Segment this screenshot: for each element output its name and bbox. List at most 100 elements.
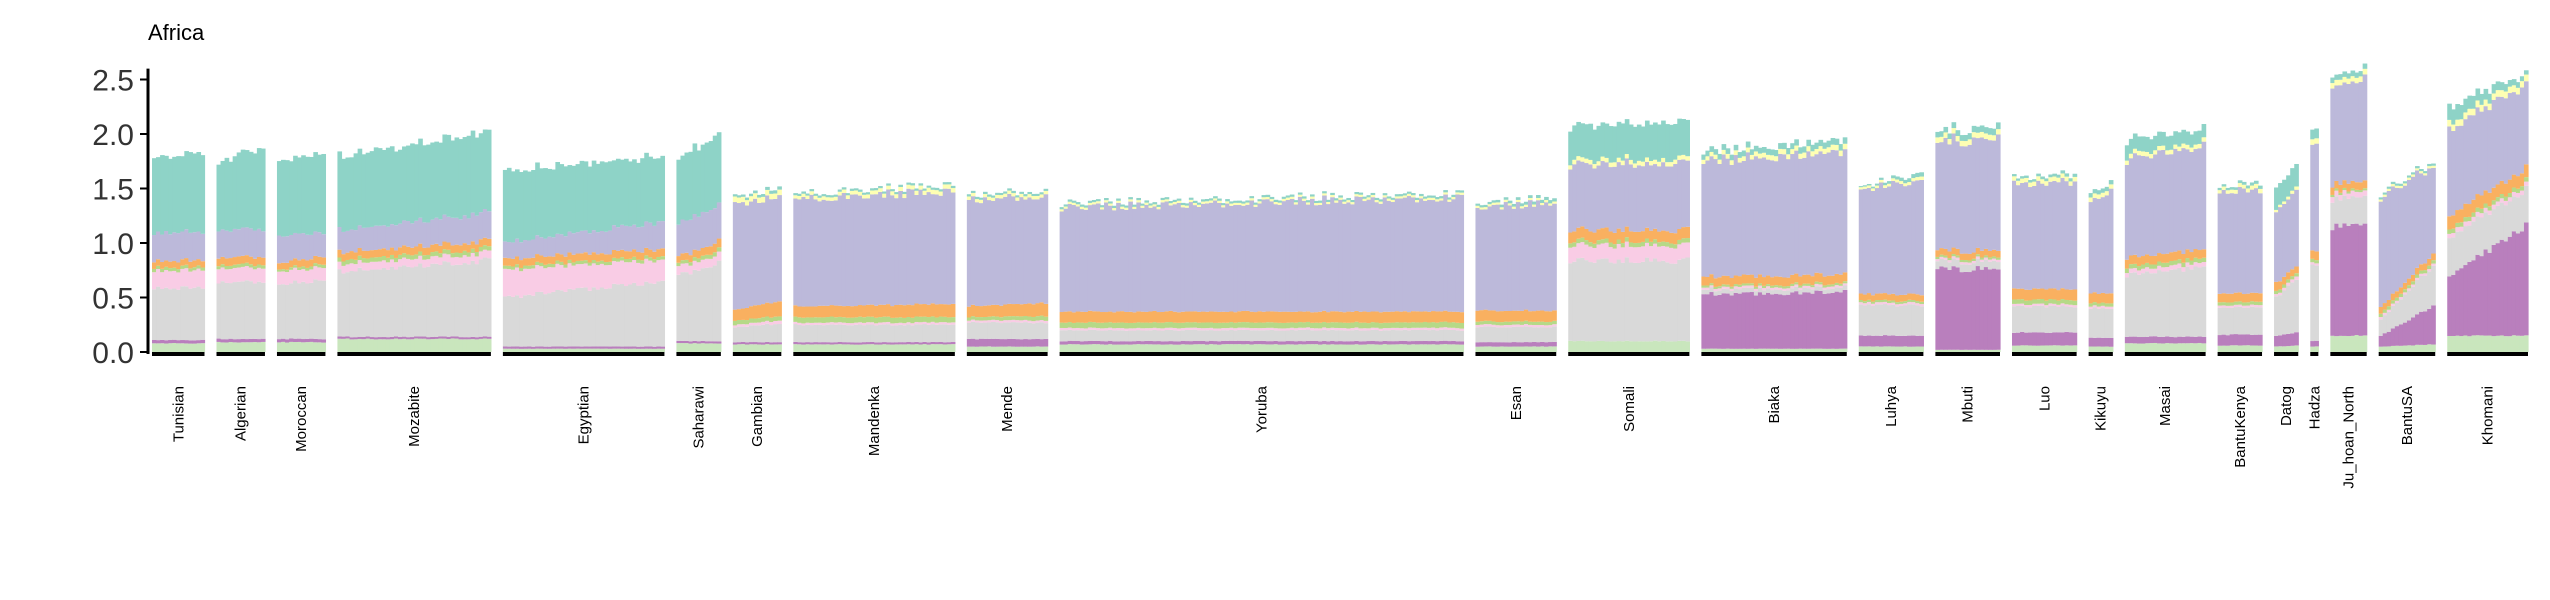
bar-segment <box>809 344 815 352</box>
bar-segment <box>1661 157 1666 163</box>
bar-segment <box>833 305 839 318</box>
bar-segment <box>1701 348 1707 352</box>
group-baselines <box>152 352 2528 356</box>
bar-segment <box>1435 328 1440 331</box>
bar-segment <box>744 307 750 321</box>
bar-segment <box>2406 285 2412 289</box>
bar-segment <box>1196 204 1202 207</box>
bar-segment <box>152 158 157 236</box>
bar-segment <box>398 259 403 267</box>
bar-segment <box>559 254 565 262</box>
bar-segment <box>1233 205 1238 313</box>
bar-segment <box>1140 330 1146 342</box>
bar-segment <box>563 291 569 347</box>
bar-segment <box>248 267 254 282</box>
bar-segment <box>1035 346 1041 352</box>
bar-segment <box>2274 212 2279 282</box>
bar-segment <box>1398 194 1404 197</box>
bar-segment <box>1455 328 1461 331</box>
bar-segment <box>1806 274 1812 284</box>
bar-segment <box>886 183 891 186</box>
bar-segment <box>1644 238 1650 243</box>
bar-segment <box>1729 295 1735 349</box>
bar-segment <box>2390 293 2396 301</box>
bar-segment <box>1495 327 1501 343</box>
bar-segment <box>2024 175 2029 178</box>
bar-segment <box>1172 327 1178 331</box>
bar-segment <box>365 152 371 228</box>
bar-segment <box>1394 322 1400 328</box>
bar-segment <box>1761 288 1767 291</box>
bar-segment <box>555 263 561 291</box>
bar-segment <box>184 340 189 344</box>
x-tick-label: Algerian <box>233 386 250 441</box>
bar-segment <box>918 322 924 325</box>
bar-segment <box>2088 346 2094 352</box>
bar-segment <box>1640 341 1646 352</box>
bar-segment <box>2044 289 2049 301</box>
bar-segment <box>2511 187 2517 192</box>
bar-segment <box>1439 196 1444 199</box>
bar-segment <box>1382 344 1388 352</box>
bar-segment <box>1334 202 1339 312</box>
bar-segment <box>1003 196 1008 305</box>
bar-segment <box>1314 312 1319 323</box>
bar-segment <box>2411 281 2416 285</box>
bar-segment <box>2386 311 2392 332</box>
bar-segment <box>1810 285 1816 288</box>
bar-segment <box>987 194 992 197</box>
bar-segment <box>1907 293 1912 300</box>
bar-segment <box>1588 123 1594 160</box>
bar-segment <box>1818 284 1824 287</box>
bar-segment <box>2487 110 2493 193</box>
bar-segment <box>1043 316 1049 321</box>
bar-segment <box>216 283 222 339</box>
bar-segment <box>1786 288 1791 291</box>
bar-segment <box>2411 284 2416 287</box>
bar-segment <box>696 150 702 217</box>
bar-segment <box>978 338 984 347</box>
bar-segment <box>236 229 242 257</box>
bar-segment <box>1951 258 1957 267</box>
bar-segment <box>1023 315 1029 320</box>
bar-segment <box>1870 188 1876 191</box>
bar-segment <box>184 229 189 259</box>
bar-segment <box>2278 289 2283 293</box>
bar-segment <box>1681 238 1686 243</box>
bar-segment <box>2423 171 2428 174</box>
bar-segment <box>2217 307 2223 336</box>
bar-segment <box>474 256 480 265</box>
bar-segment <box>1124 328 1129 331</box>
bar-segment <box>446 262 452 337</box>
bar-segment <box>1140 207 1146 312</box>
bar-segment <box>2479 93 2485 105</box>
bar-segment <box>2310 258 2315 263</box>
bar-segment <box>2451 237 2456 275</box>
bar-segment <box>1842 272 1848 282</box>
bar-segment <box>317 280 322 340</box>
bar-segment <box>563 267 569 292</box>
bar-segment <box>1596 161 1602 166</box>
bar-segment <box>337 336 343 339</box>
x-tick-label: Luhya <box>1883 385 1900 427</box>
bar-segment <box>1132 330 1137 342</box>
bar-segment <box>2402 292 2408 295</box>
bar-segment <box>2181 148 2187 255</box>
bar-segment <box>2032 181 2037 186</box>
bar-segment <box>2314 138 2319 144</box>
bar-segment <box>1895 346 1900 352</box>
bar-segment <box>1649 124 1654 161</box>
bar-segment <box>2431 260 2436 264</box>
bar-segment <box>660 221 666 249</box>
bar-segment <box>2310 264 2315 342</box>
bar-segment <box>2362 190 2368 196</box>
bar-segment <box>1487 310 1493 321</box>
bar-segment <box>1261 328 1267 331</box>
bar-segment <box>2056 304 2062 307</box>
bar-segment <box>1362 328 1368 331</box>
bar-segment <box>1289 341 1295 345</box>
bar-segment <box>2100 308 2106 338</box>
bar-segment <box>676 343 682 352</box>
bar-segment <box>285 272 290 285</box>
bar-segment <box>1394 198 1400 312</box>
